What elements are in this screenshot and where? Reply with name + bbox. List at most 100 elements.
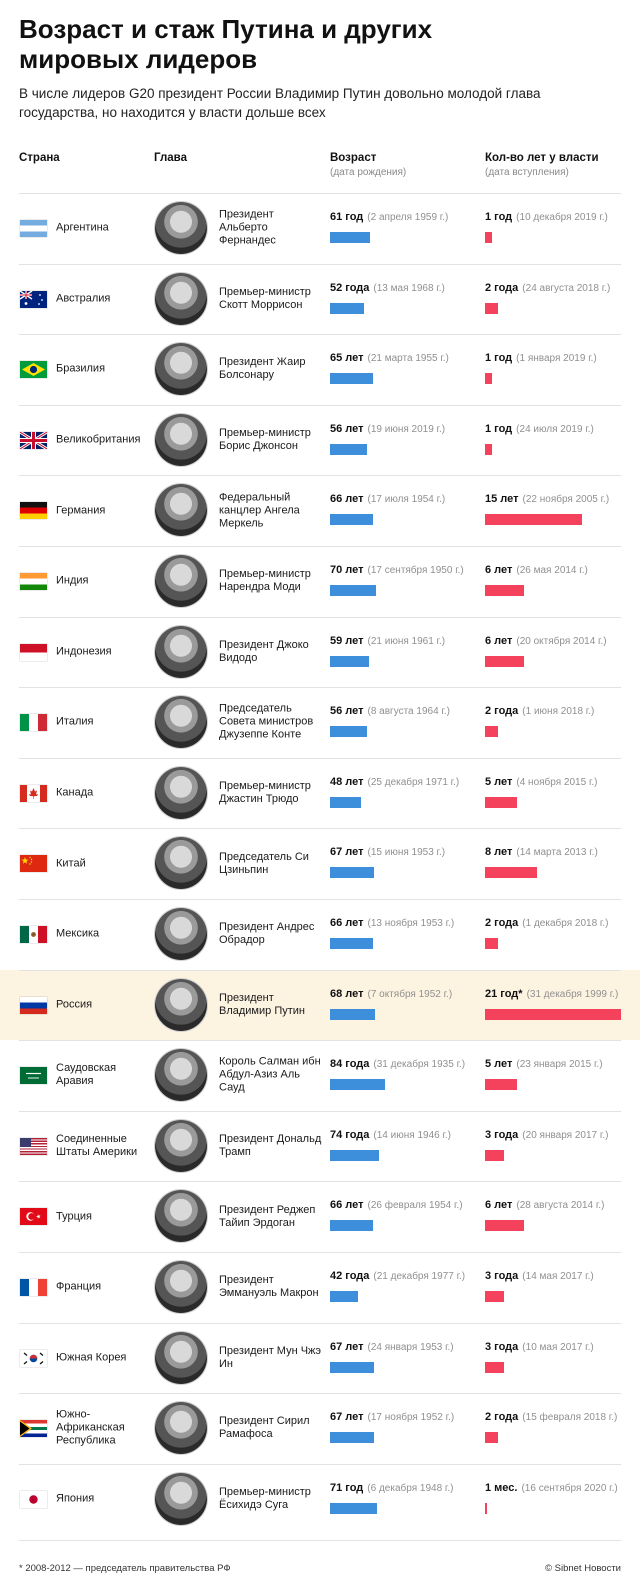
china-flag-icon <box>20 855 47 873</box>
age-bar <box>330 232 370 243</box>
header-head: Глава <box>154 152 187 164</box>
leader-name: Премьер-министр Нарендра Моди <box>219 568 311 594</box>
leader-name: Премьер-министр Джастин Трюдо <box>219 780 311 806</box>
age-bar <box>330 1079 385 1091</box>
tenure-label: 15 лет (22 ноября 2005 г.) <box>485 493 609 505</box>
age-label: 84 года (31 декабря 1935 г.) <box>330 1058 465 1070</box>
tenure-label: 3 года (14 мая 2017 г.) <box>485 1270 594 1282</box>
age-value: 52 года <box>330 281 370 294</box>
table-row: Бразилия Президент Жаир Болсонару 65 лет (2… <box>0 334 640 405</box>
birth-date: (17 сентября 1950 г.) <box>367 564 464 576</box>
header-country: Страна <box>19 152 60 164</box>
age-value: 56 лет <box>330 422 364 435</box>
age-label: 67 лет (24 января 1953 г.) <box>330 1341 454 1353</box>
leader-portrait <box>155 696 207 749</box>
tenure-bar <box>485 1290 505 1302</box>
birth-date: (17 ноября 1952 г.) <box>367 1412 455 1424</box>
age-label: 59 лет (21 июня 1961 г.) <box>330 635 445 647</box>
tenure-label: 6 лет (28 августа 2014 г.) <box>485 1199 604 1211</box>
leader-name: Президент Альберто Фернандес <box>219 208 276 247</box>
canada-flag-icon <box>20 784 47 802</box>
leader-name: Президент Сирил Рамафоса <box>219 1415 310 1441</box>
tenure-value: 3 года <box>485 1128 519 1141</box>
age-value: 61 год <box>330 211 364 223</box>
leader-name: Председатель Си Цзиньпин <box>219 850 309 876</box>
leader-portrait <box>155 413 207 466</box>
table-row: Индия Премьер-министр Нарендра Моди 70 лет… <box>0 545 640 617</box>
age-value: 66 лет <box>330 916 364 929</box>
start-date: (10 мая 2017 г.) <box>522 1341 594 1353</box>
age-bar <box>330 1502 377 1514</box>
table-row: Россия Президент Владимир Путин 68 лет (7 о… <box>0 969 640 1041</box>
tenure-label: 2 года (15 февраля 2018 г.) <box>485 1411 617 1423</box>
age-value: 67 лет <box>330 1340 364 1353</box>
start-date: (20 января 2017 г.) <box>522 1129 609 1141</box>
start-date: (24 июля 2019 г.) <box>516 423 594 435</box>
country-name: Япония <box>56 1492 95 1505</box>
start-date: (4 ноября 2015 г.) <box>516 776 598 788</box>
start-date: (14 марта 2013 г.) <box>516 847 598 859</box>
start-date: (26 мая 2014 г.) <box>516 564 588 576</box>
age-value: 67 лет <box>330 1411 364 1424</box>
tenure-value: 5 лет <box>485 775 513 788</box>
country-name: Мексика <box>56 927 100 940</box>
age-value: 59 лет <box>330 634 364 647</box>
birth-date: (7 октября 1952 г.) <box>367 988 453 1000</box>
tenure-value: 1 год <box>485 352 513 365</box>
birth-date: (24 января 1953 г.) <box>367 1341 454 1353</box>
leader-portrait <box>155 907 207 960</box>
uk-flag-icon <box>20 431 47 449</box>
south-korea-flag-icon <box>20 1349 47 1367</box>
leader-name: Президент Реджеп Тайип Эрдоган <box>219 1203 316 1229</box>
leader-portrait <box>155 766 207 819</box>
leader-portrait <box>155 1049 207 1102</box>
tenure-bar <box>485 937 498 949</box>
age-label: 68 лет (7 октября 1952 г.) <box>330 988 452 1000</box>
birth-date: (26 февраля 1954 г.) <box>367 1200 463 1212</box>
tenure-label: 3 года (10 мая 2017 г.) <box>485 1341 594 1353</box>
leader-name: Премьер-министр Ёсихидэ Суга <box>219 1485 311 1511</box>
tenure-value: 1 год <box>485 422 513 435</box>
age-bar <box>330 796 362 808</box>
credit: © Sibnet Новости <box>545 1563 621 1574</box>
age-label: 71 год (6 декабря 1948 г.) <box>330 1482 453 1494</box>
country-name: Турция <box>56 1210 92 1223</box>
age-bar <box>330 1361 374 1373</box>
age-label: 48 лет (25 декабря 1971 г.) <box>330 776 459 788</box>
age-label: 56 лет (19 июня 2019 г.) <box>330 423 445 435</box>
tenure-label: 2 года (1 декабря 2018 г.) <box>485 917 608 929</box>
tenure-bar <box>485 1008 621 1020</box>
age-bar <box>330 1290 358 1302</box>
tenure-value: 1 год <box>485 211 513 223</box>
header-tenure: Кол-во лет у власти (дата вступления) <box>485 152 599 178</box>
russia-flag-icon <box>20 996 47 1014</box>
tenure-label: 1 год (24 июля 2019 г.) <box>485 423 594 435</box>
country-name: Великобритания <box>56 433 141 446</box>
table-row: Великобритания Премьер-министр Борис Джон… <box>0 404 640 476</box>
leader-portrait <box>155 272 207 325</box>
page-subtitle: В числе лидеров G20 президент России Вла… <box>19 86 541 120</box>
leader-name: Президент Джоко Видодо <box>219 638 309 664</box>
tenure-bar <box>485 1502 487 1514</box>
leader-portrait <box>155 1472 207 1525</box>
country-name: Китай <box>56 857 86 870</box>
leader-portrait <box>155 202 207 254</box>
tenure-bar <box>485 302 498 314</box>
saudi-arabia-flag-icon <box>20 1067 47 1085</box>
age-label: 65 лет (21 марта 1955 г.) <box>330 352 449 364</box>
table-row: Франция Президент Эммануэль Макрон 42 года… <box>0 1251 640 1323</box>
tenure-label: 2 года (1 июня 2018 г.) <box>485 705 594 717</box>
tenure-value: 5 лет <box>485 1058 513 1071</box>
tenure-value: 15 лет <box>485 493 519 506</box>
leader-name: Премьер-министр Скотт Моррисон <box>219 285 311 311</box>
birth-date: (19 июня 2019 г.) <box>367 423 446 435</box>
leader-portrait <box>155 978 207 1031</box>
age-label: 66 лет (13 ноября 1953 г.) <box>330 917 454 929</box>
leader-portrait <box>155 554 207 607</box>
start-date: (1 декабря 2018 г.) <box>522 917 609 929</box>
age-value: 68 лет <box>330 987 364 1000</box>
leader-portrait <box>155 625 207 678</box>
age-label: 67 лет (15 июня 1953 г.) <box>330 846 445 858</box>
australia-flag-icon <box>20 290 47 308</box>
country-name: Индонезия <box>56 645 112 658</box>
